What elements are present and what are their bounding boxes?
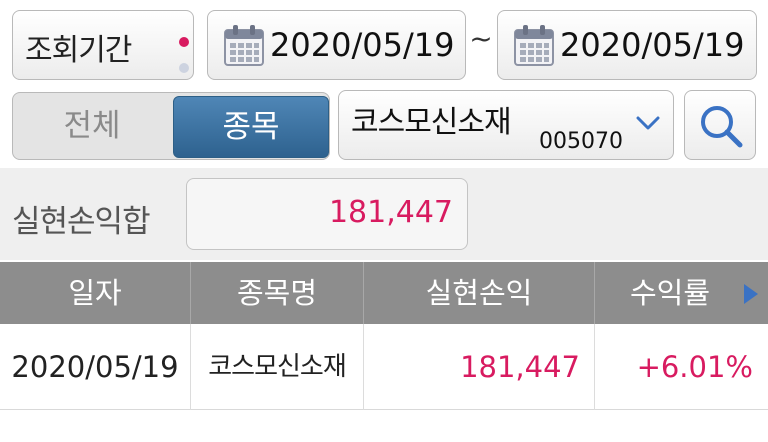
period-label: 조회기간: [25, 33, 132, 68]
start-date-value: 2020/05/19: [270, 26, 455, 64]
type-toggle: 전체 종목: [12, 92, 330, 160]
arrow-right-icon[interactable]: [744, 284, 758, 304]
table-row[interactable]: 2020/05/19 코스모신소재 181,447 +6.01%: [0, 324, 768, 410]
header-stock-name: 종목명: [236, 276, 318, 310]
end-date-field[interactable]: 2020/05/19: [497, 10, 757, 80]
realized-pnl-total-value: 181,447: [328, 195, 453, 230]
cell-date: 2020/05/19: [11, 350, 179, 384]
stock-name: 코스모신소재: [351, 105, 512, 140]
search-icon: [701, 106, 743, 148]
empty-list-area: [0, 411, 768, 442]
cell-return-rate: +6.01%: [636, 350, 753, 384]
stock-code: 005070: [539, 129, 623, 154]
date-range-separator: ~: [469, 22, 493, 55]
start-date-field[interactable]: 2020/05/19: [207, 10, 466, 80]
table-header: 일자 종목명 실현손익 수익률: [0, 262, 768, 324]
calendar-icon: [514, 25, 554, 66]
realized-pnl-total-label: 실현손익합: [12, 204, 151, 240]
header-realized-pnl: 실현손익: [425, 276, 533, 310]
toggle-stock[interactable]: 종목: [173, 96, 329, 158]
period-indicator-inactive: [179, 63, 189, 73]
period-button[interactable]: 조회기간: [12, 10, 194, 80]
header-date: 일자: [68, 276, 122, 310]
period-indicator-active: [179, 37, 189, 47]
realized-pnl-total-box: 181,447: [186, 178, 468, 250]
cell-stock-name: 코스모신소재: [208, 352, 347, 382]
calendar-icon: [224, 25, 264, 66]
cell-realized-pnl: 181,447: [460, 350, 580, 384]
search-button[interactable]: [684, 90, 756, 160]
chevron-down-icon: [636, 116, 660, 130]
end-date-value: 2020/05/19: [560, 26, 745, 64]
summary-band: 실현손익합 181,447: [0, 168, 768, 260]
header-return-rate: 수익률: [629, 276, 711, 310]
stock-select[interactable]: 코스모신소재 005070: [338, 90, 674, 160]
toggle-all[interactable]: 전체: [63, 108, 121, 144]
